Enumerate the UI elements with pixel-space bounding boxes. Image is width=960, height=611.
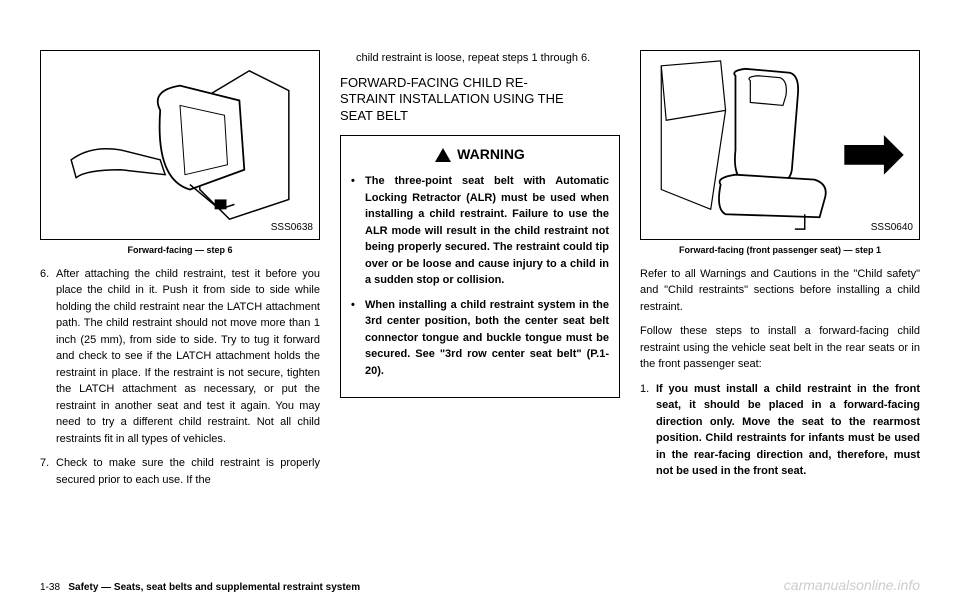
list-item-6: 6. After attaching the child restraint, … xyxy=(40,266,320,448)
warning-title: WARNING xyxy=(351,144,609,165)
warning-box: WARNING • The three-point seat belt with… xyxy=(340,135,620,398)
column-1: SSS0638 Forward-facing — step 6 6. After… xyxy=(40,50,320,560)
list-number: 7. xyxy=(40,455,56,488)
page-number: 1-38 xyxy=(40,582,60,593)
warning-bullet-2: • When installing a child restraint syst… xyxy=(351,297,609,380)
bullet-mark: • xyxy=(351,173,365,289)
continuation-text: child restraint is loose, repeat steps 1… xyxy=(340,50,620,67)
column-3: SSS0640 Forward-facing (front passenger … xyxy=(640,50,920,560)
page-footer: 1-38 Safety — Seats, seat belts and supp… xyxy=(40,582,360,593)
list-text: After attaching the child restraint, tes… xyxy=(56,266,320,448)
paragraph-2: Follow these steps to install a forward-… xyxy=(640,323,920,373)
list-number: 1. xyxy=(640,381,656,480)
page-columns: SSS0638 Forward-facing — step 6 6. After… xyxy=(40,50,920,560)
list-text: Check to make sure the child restraint i… xyxy=(56,455,320,488)
figure-step6: SSS0638 xyxy=(40,50,320,240)
bullet-text: When installing a child restraint system… xyxy=(365,297,609,380)
list-item-7: 7. Check to make sure the child restrain… xyxy=(40,455,320,488)
figure-front-seat: SSS0640 xyxy=(640,50,920,240)
illustration-front-seat xyxy=(641,51,919,239)
illustration-child-seat xyxy=(41,51,319,239)
bullet-text: The three-point seat belt with Automatic… xyxy=(365,173,609,289)
footer-section: Safety — Seats, seat belts and supplemen… xyxy=(68,582,360,593)
warning-icon xyxy=(435,148,451,162)
figure-label: SSS0638 xyxy=(271,220,313,235)
figure-caption: Forward-facing (front passenger seat) — … xyxy=(640,244,920,258)
paragraph-1: Refer to all Warnings and Cautions in th… xyxy=(640,266,920,316)
warning-label: WARNING xyxy=(457,144,525,165)
list-number: 6. xyxy=(40,266,56,448)
section-heading: FORWARD-FACING CHILD RE-STRAINT INSTALLA… xyxy=(340,75,620,126)
warning-bullet-1: • The three-point seat belt with Automat… xyxy=(351,173,609,289)
watermark: carmanualsonline.info xyxy=(784,577,920,593)
figure-caption: Forward-facing — step 6 xyxy=(40,244,320,258)
column-2: child restraint is loose, repeat steps 1… xyxy=(340,50,620,560)
bullet-mark: • xyxy=(351,297,365,380)
figure-label: SSS0640 xyxy=(871,220,913,235)
list-text: If you must install a child restraint in… xyxy=(656,381,920,480)
list-item-1: 1. If you must install a child restraint… xyxy=(640,381,920,480)
